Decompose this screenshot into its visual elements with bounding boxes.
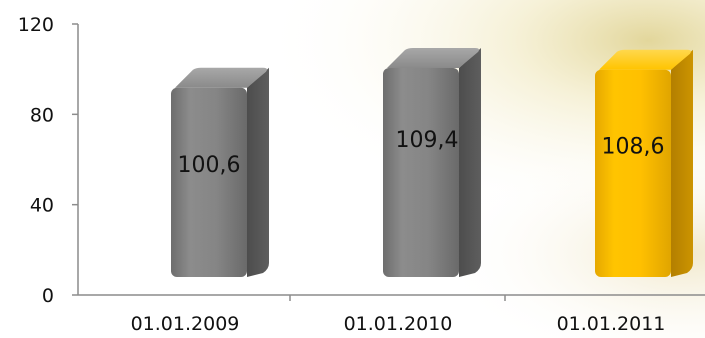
data-label-1: 100,6 <box>178 153 241 178</box>
axes-layer: 0 40 80 120 01.01.2009 01.01.2010 01.01.2011 <box>18 14 705 335</box>
data-label-3: 108,6 <box>602 135 665 160</box>
bars-layer: 100,6 109,4 108,6 <box>171 47 693 278</box>
bar-1 <box>171 67 269 277</box>
bar-3 <box>595 49 693 278</box>
y-tick-label-40: 40 <box>30 195 54 217</box>
bar-front-face <box>171 87 247 277</box>
bar-top-face <box>175 67 267 88</box>
bar-side-face <box>247 67 269 277</box>
y-tick-label-80: 80 <box>30 104 54 126</box>
y-tick-label-0: 0 <box>42 285 54 307</box>
bar-front-face <box>383 67 459 278</box>
x-tick-label-3: 01.01.2011 <box>557 313 666 335</box>
x-tick-label-2: 01.01.2010 <box>344 313 453 335</box>
bar-top-face <box>599 49 691 70</box>
data-label-2: 109,4 <box>396 128 459 153</box>
bar-top-face <box>387 47 479 68</box>
bar-side-face <box>459 47 481 278</box>
bar-front-face <box>595 69 671 278</box>
x-tick-label-1: 01.01.2009 <box>131 313 240 335</box>
bar-side-face <box>671 49 693 278</box>
bar-2 <box>383 47 481 278</box>
y-tick-label-120: 120 <box>18 14 54 36</box>
